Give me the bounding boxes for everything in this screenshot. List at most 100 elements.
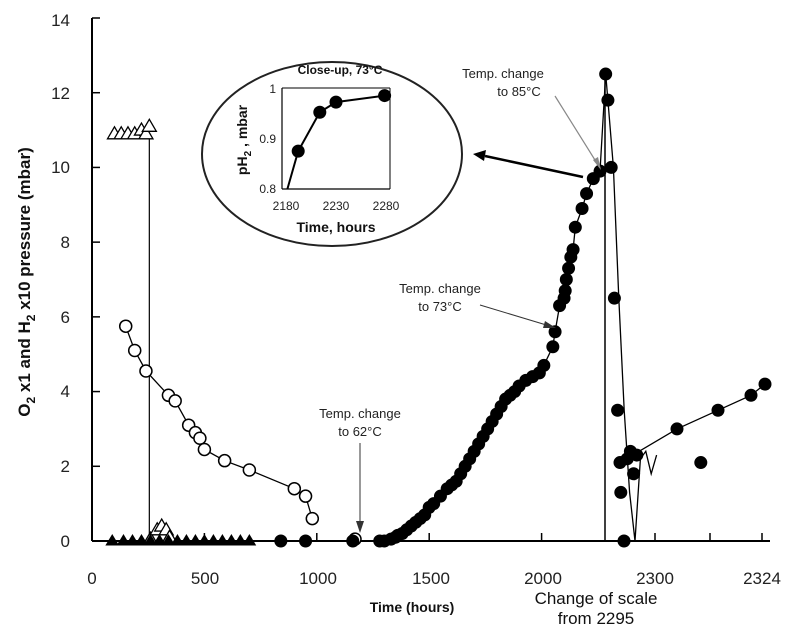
inset-y-axis-title: pH2 , mbar [234,104,254,175]
y-axis-title-part: O [15,403,34,416]
data-point-filled-triangle [125,534,140,546]
y-tick-label: 14 [51,11,70,30]
data-point-filled-circle [611,403,625,417]
data-point-filled-triangle [161,534,176,546]
inset-y-tick-label: 0.9 [259,132,276,146]
series-line [619,383,766,464]
y-tick-labels: 0 2 4 6 8 10 12 14 [51,11,70,551]
data-point-filled-circle [558,284,572,298]
data-point-filled-circle [758,377,772,391]
data-point-filled-triangle [188,534,203,546]
annotation-text: Temp. change [319,406,401,421]
y-tick-label: 4 [61,382,70,401]
inset-y-tick-label: 1 [269,82,276,96]
y-tick-label: 0 [61,532,70,551]
data-point-filled-circle [744,388,758,402]
arrowhead-icon [593,157,601,170]
inset-ellipse [201,61,463,247]
data-point-filled-triangle [116,534,131,546]
x-tick-label: 500 [191,569,219,588]
data-point-open-circle [287,481,302,496]
data-point-filled-circle [694,456,708,470]
scale-break-note: from 2295 [558,609,635,628]
y-axis-title-sub: 2 [24,396,38,403]
inset-y-axis-title-part: , mbar [234,104,250,150]
data-point-filled-circle [670,422,684,436]
annotation-73c: Temp. change to 73°C [399,281,556,328]
annotation-text: to 62°C [338,424,382,439]
y-axis-title-part: x1 and H [15,321,34,397]
series-markers [105,67,772,548]
data-point-filled-circle [614,485,628,499]
y-tick-label: 10 [51,158,70,177]
data-point-filled-triangle [224,534,239,546]
data-point-filled-triangle [233,534,248,546]
x-tick-labels: 0 500 1000 1500 2000 2300 2324 [87,569,781,588]
data-point-filled-circle [627,467,641,481]
data-point-open-circle [298,489,313,503]
data-point-open-circle [168,394,182,408]
arrowhead-icon [543,321,556,328]
inset-x-axis-title: Time, hours [296,219,375,235]
y-tick-label: 2 [61,457,70,476]
annotation-text: Temp. change [462,66,544,81]
data-point-filled-triangle [170,534,185,546]
data-point-filled-circle [559,273,573,286]
y-tick-label: 8 [61,233,70,252]
inset-data-point [313,105,327,119]
annotation-85c: Temp. change to 85°C [462,66,601,170]
inset-x-tick-label: 2230 [323,199,350,213]
inset-data-point [378,89,392,103]
annotation-text: Temp. change [399,281,481,296]
x-tick-label: 2324 [743,569,781,588]
data-point-filled-triangle [206,534,221,546]
data-point-filled-triangle [242,534,257,546]
data-point-filled-triangle [105,534,120,546]
data-point-filled-circle [630,448,644,462]
data-point-open-circle [242,463,257,477]
data-point-filled-circle [568,220,582,234]
data-point-filled-circle [601,93,615,107]
data-point-filled-circle [562,261,576,275]
data-point-filled-circle [548,325,562,339]
annotation-text: to 73°C [418,299,462,314]
x-tick-label: 1000 [299,569,337,588]
y-axis-title: O2 x1 and H2 x10 pressure (mbar) [15,147,38,416]
data-point-filled-circle [537,358,551,372]
inset-y-tick-label: 0.8 [259,182,276,196]
data-point-filled-circle [617,534,631,548]
data-point-filled-triangle [179,534,194,546]
data-point-filled-triangle [134,534,149,546]
y-tick-label: 6 [61,308,70,327]
annotation-text: to 85°C [497,84,541,99]
data-point-open-circle [193,431,207,446]
data-point-filled-circle [546,340,560,354]
data-point-open-triangle [137,125,155,140]
data-point-open-circle [197,442,212,457]
y-tick-marks [92,17,100,542]
data-point-open-circle [118,319,133,333]
inset-data-point [291,144,305,158]
inset-x-tick-label: 2180 [273,199,300,213]
x-tick-label: 0 [87,569,96,588]
inset: Close-up, 73°C 0.8 0.9 1 2180 2230 2280 … [201,61,463,247]
data-point-filled-circle [599,67,613,81]
y-axis-title-part: x10 pressure (mbar) [15,147,34,314]
y-tick-label: 12 [51,84,70,103]
scale-break-note: Change of scale [535,589,658,608]
series-line [125,325,313,519]
y-axis-title-sub: 2 [24,314,38,321]
arrowhead-icon [356,521,364,533]
x-tick-label: 1500 [412,569,450,588]
x-axis-title: Time (hours) [370,599,455,615]
data-point-open-circle [217,453,232,468]
annotation-arrow [479,304,554,328]
annotation-62c: Temp. change to 62°C [319,406,401,533]
inset-data-point [329,95,343,109]
data-point-open-circle [127,343,142,358]
data-point-filled-circle [607,291,621,305]
annotation-arrow [554,95,601,169]
data-point-filled-circle [711,403,725,417]
data-point-filled-circle [566,243,580,257]
